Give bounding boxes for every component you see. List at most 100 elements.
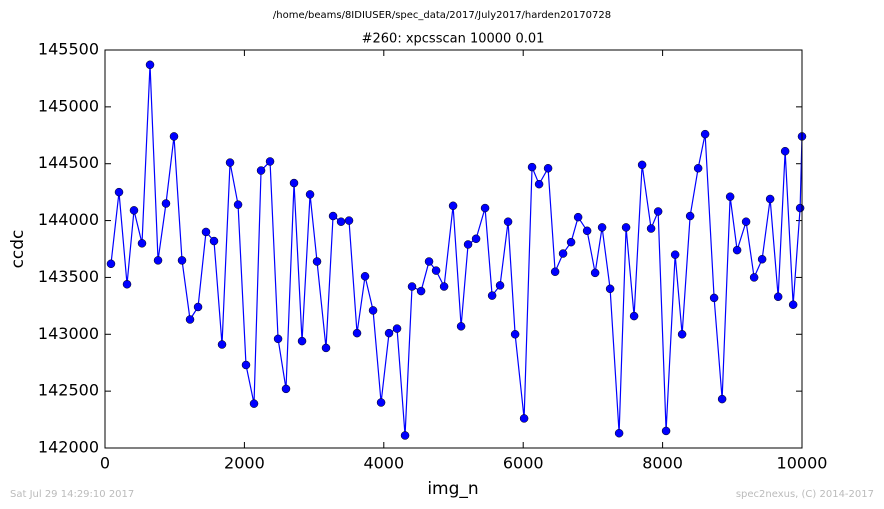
- data-point: [407, 282, 417, 291]
- plot-frame: [104, 49, 803, 449]
- data-point: [217, 340, 227, 349]
- data-point: [527, 162, 537, 172]
- data-point: [480, 203, 490, 213]
- data-point: [297, 336, 307, 346]
- data-point: [503, 217, 513, 226]
- data-point: [312, 257, 322, 266]
- footnote-left: Sat Jul 29 14:29:10 2017: [10, 489, 134, 500]
- x-tick-label: 10000: [777, 454, 828, 473]
- data-point: [273, 334, 283, 344]
- data-point: [788, 300, 798, 309]
- data-point: [431, 266, 441, 275]
- data-point: [621, 223, 631, 232]
- data-point: [795, 203, 805, 213]
- data-point: [439, 282, 449, 291]
- x-tick-label: 8000: [642, 454, 683, 473]
- data-point: [566, 237, 576, 247]
- data-point: [352, 328, 362, 338]
- data-point: [646, 224, 656, 233]
- data-point: [416, 286, 426, 296]
- data-point: [368, 306, 378, 315]
- data-point: [193, 302, 203, 312]
- data-point: [510, 330, 520, 339]
- x-axis-label: img_n: [427, 479, 478, 499]
- data-point: [256, 166, 266, 175]
- data-point: [185, 315, 195, 324]
- data-point: [614, 428, 624, 438]
- data-point: [201, 227, 211, 237]
- data-point: [344, 216, 354, 225]
- data-point: [582, 226, 592, 236]
- y-tick-label: 145500: [38, 40, 99, 59]
- y-tick-label: 143000: [38, 324, 99, 343]
- data-point: [543, 164, 553, 173]
- data-point: [597, 223, 607, 232]
- data-point: [384, 328, 394, 338]
- data-point: [328, 211, 338, 221]
- data-point: [265, 157, 275, 166]
- data-point: [487, 291, 497, 300]
- data-point: [114, 187, 124, 197]
- data-point: [209, 236, 219, 246]
- data-point: [757, 254, 767, 264]
- data-point: [677, 330, 687, 339]
- data-point: [685, 211, 695, 221]
- data-point: [653, 207, 663, 216]
- data-point: [780, 146, 790, 156]
- data-point: [637, 160, 647, 170]
- data-point: [145, 60, 155, 70]
- data-point: [717, 394, 727, 404]
- data-point: [153, 256, 163, 265]
- chart-title: #260: xpcsscan 10000 0.01: [362, 32, 545, 47]
- x-tick-label: 4000: [363, 454, 404, 473]
- data-point: [550, 267, 560, 276]
- suptitle: /home/beams/8IDIUSER/spec_data/2017/July…: [273, 10, 611, 21]
- data-point: [456, 322, 466, 331]
- data-point: [741, 217, 751, 226]
- data-point: [463, 240, 473, 249]
- data-point: [392, 324, 402, 333]
- data-point: [773, 292, 783, 302]
- data-point: [519, 414, 529, 423]
- data-point: [400, 431, 410, 440]
- data-point: [495, 281, 505, 290]
- data-point: [169, 132, 179, 141]
- data-point: [424, 257, 434, 266]
- data-point: [661, 426, 671, 436]
- x-tick-label: 6000: [503, 454, 544, 473]
- data-point: [161, 199, 171, 208]
- data-point: [106, 259, 116, 269]
- data-point: [225, 158, 235, 167]
- y-tick-label: 144500: [38, 153, 99, 172]
- data-point: [233, 200, 243, 209]
- data-point: [360, 272, 370, 281]
- data-point: [693, 164, 703, 173]
- data-point: [590, 268, 600, 278]
- data-point: [558, 249, 568, 258]
- x-tick-label: 2000: [224, 454, 265, 473]
- data-point: [471, 234, 481, 244]
- data-point: [573, 212, 583, 222]
- data-point: [765, 194, 775, 204]
- data-point: [700, 129, 710, 139]
- footnote-right: spec2nexus, (C) 2014-2017: [736, 489, 874, 500]
- y-tick-label: 145000: [38, 96, 99, 115]
- data-point: [321, 343, 331, 353]
- data-point: [336, 217, 346, 226]
- data-point: [305, 190, 315, 199]
- y-tick-label: 142000: [38, 438, 99, 457]
- data-point: [122, 280, 132, 289]
- data-point: [249, 399, 259, 408]
- data-point: [281, 384, 291, 394]
- data-point: [605, 284, 615, 294]
- data-point: [670, 250, 680, 259]
- data-point: [725, 192, 735, 201]
- y-tick-label: 143500: [38, 267, 99, 286]
- y-tick-label: 144000: [38, 210, 99, 229]
- data-point: [241, 360, 251, 370]
- data-point: [129, 206, 139, 215]
- data-point: [749, 273, 759, 282]
- y-axis-label: ccdc: [8, 230, 28, 269]
- data-point: [534, 179, 544, 189]
